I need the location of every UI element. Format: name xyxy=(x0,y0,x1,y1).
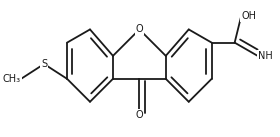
Text: O: O xyxy=(136,24,143,34)
Text: CH₃: CH₃ xyxy=(3,74,21,84)
Text: S: S xyxy=(41,59,47,69)
Text: OH: OH xyxy=(241,11,256,21)
Text: NH: NH xyxy=(258,51,272,61)
Text: O: O xyxy=(136,110,143,120)
